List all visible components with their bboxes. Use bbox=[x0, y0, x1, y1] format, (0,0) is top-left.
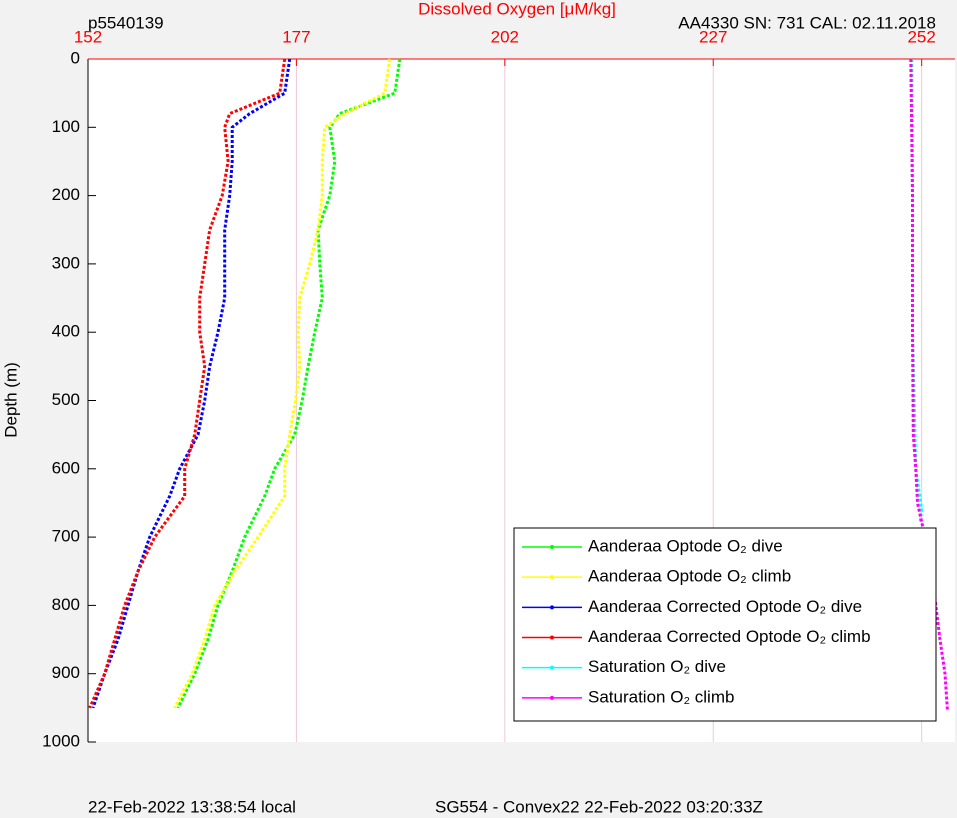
x-tick-label: 227 bbox=[699, 27, 727, 46]
x-tick-label: 177 bbox=[282, 27, 310, 46]
y-tick-label: 500 bbox=[52, 390, 80, 409]
legend-marker bbox=[550, 545, 554, 549]
chart-title: Dissolved Oxygen [μM/kg] bbox=[418, 0, 616, 18]
y-tick-label: 400 bbox=[52, 322, 80, 341]
legend-marker bbox=[550, 635, 554, 640]
legend-label: Aanderaa Optode O₂ dive bbox=[588, 536, 783, 555]
profile-line bbox=[173, 58, 392, 709]
y-tick-label: 800 bbox=[52, 595, 80, 614]
legend-label: Saturation O₂ dive bbox=[588, 657, 726, 676]
profile-line bbox=[909, 58, 949, 712]
y-tick-label: 700 bbox=[52, 527, 80, 546]
y-tick-label: 1000 bbox=[42, 731, 80, 750]
y-tick-label: 900 bbox=[52, 663, 80, 682]
y-tick-label: 600 bbox=[52, 458, 80, 477]
legend-marker bbox=[550, 695, 554, 700]
legend-label: Aanderaa Optode O₂ climb bbox=[588, 567, 791, 586]
sensor-info: AA4330 SN: 731 CAL: 02.11.2018 bbox=[678, 13, 936, 32]
legend-label: Aanderaa Corrected Optode O₂ climb bbox=[588, 627, 871, 646]
legend-marker bbox=[550, 605, 554, 610]
legend-label: Saturation O₂ climb bbox=[588, 687, 734, 706]
y-tick-label: 300 bbox=[52, 253, 80, 272]
legend-marker bbox=[550, 665, 554, 670]
x-tick-label: 152 bbox=[74, 27, 102, 46]
footer-left: 22-Feb-2022 13:38:54 local bbox=[88, 797, 296, 816]
y-tick-label: 0 bbox=[71, 48, 80, 67]
x-tick-label: 202 bbox=[491, 27, 519, 46]
legend-box bbox=[513, 527, 937, 722]
y-axis-label: Depth (m) bbox=[1, 362, 20, 438]
legend-label: Aanderaa Corrected Optode O₂ dive bbox=[588, 597, 862, 616]
x-tick-label: 252 bbox=[907, 27, 935, 46]
y-tick-label: 200 bbox=[52, 185, 80, 204]
profile-line bbox=[88, 58, 287, 709]
profile-line bbox=[91, 58, 292, 709]
profile-line bbox=[176, 58, 402, 709]
y-tick-label: 100 bbox=[52, 117, 80, 136]
legend-marker bbox=[550, 575, 554, 580]
footer-right: SG554 - Convex22 22-Feb-2022 03:20:33Z bbox=[435, 797, 763, 816]
profile-id: p5540139 bbox=[88, 13, 164, 32]
